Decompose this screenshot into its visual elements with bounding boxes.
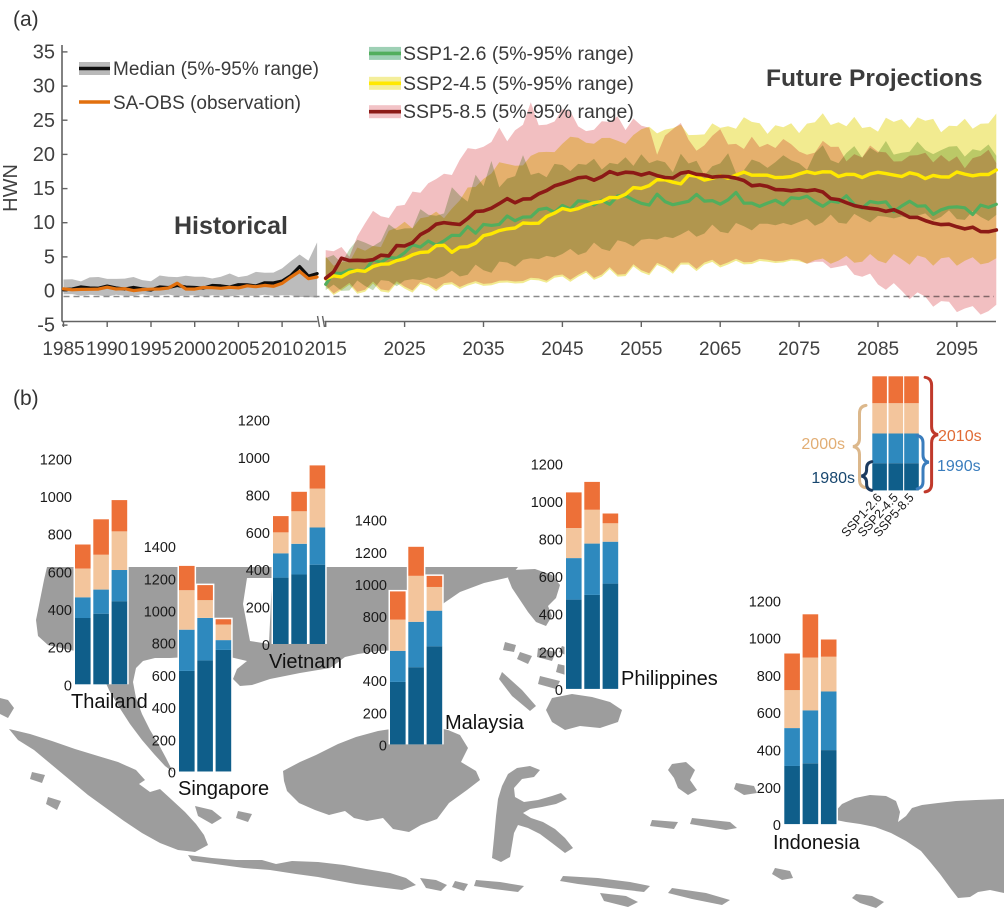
svg-text:5: 5: [44, 246, 55, 268]
svg-text:2010s: 2010s: [938, 428, 982, 445]
svg-text:400: 400: [48, 603, 72, 619]
svg-text:1200: 1200: [144, 572, 176, 588]
svg-text:800: 800: [48, 528, 72, 544]
svg-text:SSP1-2.6 (5%-95% range): SSP1-2.6 (5%-95% range): [403, 43, 634, 65]
svg-text:1400: 1400: [355, 514, 387, 530]
svg-text:400: 400: [539, 608, 563, 624]
svg-text:1400: 1400: [144, 540, 176, 556]
svg-text:0: 0: [555, 683, 563, 699]
svg-text:1990s: 1990s: [937, 458, 981, 475]
svg-text:800: 800: [363, 610, 387, 626]
svg-text:1200: 1200: [238, 414, 270, 430]
svg-text:200: 200: [757, 781, 781, 797]
svg-text:2075: 2075: [778, 339, 820, 360]
svg-text:400: 400: [757, 744, 781, 760]
svg-text:Thailand: Thailand: [71, 691, 148, 713]
svg-text:SA-OBS (observation): SA-OBS (observation): [113, 93, 301, 114]
svg-text:0: 0: [44, 281, 55, 303]
svg-text:1000: 1000: [238, 451, 270, 467]
svg-text:HWN: HWN: [0, 164, 22, 212]
svg-text:2005: 2005: [217, 339, 259, 360]
svg-text:200: 200: [246, 601, 270, 617]
svg-text:-5: -5: [37, 315, 55, 337]
svg-text:200: 200: [539, 645, 563, 661]
svg-text:0: 0: [168, 766, 176, 782]
svg-text:SSP2-4.5 (5%-95% range): SSP2-4.5 (5%-95% range): [403, 73, 634, 95]
svg-text:800: 800: [246, 488, 270, 504]
svg-text:Historical: Historical: [174, 212, 288, 240]
svg-text:0: 0: [64, 678, 72, 694]
svg-text:1980s: 1980s: [811, 470, 855, 487]
svg-text:1000: 1000: [531, 495, 563, 511]
svg-text:Median (5%-95% range): Median (5%-95% range): [113, 59, 319, 80]
svg-text:1200: 1200: [355, 546, 387, 562]
svg-text:SSP5-8.5 (5%-95% range): SSP5-8.5 (5%-95% range): [403, 101, 634, 123]
svg-text:2000: 2000: [174, 339, 216, 360]
svg-text:1200: 1200: [40, 452, 72, 468]
svg-text:2000s: 2000s: [801, 436, 845, 453]
svg-text:2035: 2035: [462, 339, 504, 360]
svg-text:2095: 2095: [936, 339, 978, 360]
svg-text:200: 200: [152, 733, 176, 749]
svg-text:600: 600: [757, 706, 781, 722]
svg-text:Indonesia: Indonesia: [773, 832, 861, 854]
svg-text:600: 600: [539, 570, 563, 586]
svg-text:Vietnam: Vietnam: [269, 651, 342, 673]
svg-text:600: 600: [246, 526, 270, 542]
svg-text:30: 30: [33, 76, 55, 98]
svg-text:1200: 1200: [749, 594, 781, 610]
svg-text:1985: 1985: [42, 339, 84, 360]
svg-text:0: 0: [262, 638, 270, 654]
svg-text:400: 400: [363, 674, 387, 690]
svg-text:(b): (b): [13, 387, 39, 410]
svg-text:2055: 2055: [620, 339, 662, 360]
svg-text:400: 400: [152, 701, 176, 717]
svg-text:200: 200: [363, 706, 387, 722]
svg-text:2065: 2065: [699, 339, 741, 360]
svg-text:Malaysia: Malaysia: [445, 712, 525, 734]
svg-text:2025: 2025: [383, 339, 425, 360]
svg-text:0: 0: [773, 818, 781, 834]
svg-text:1990: 1990: [86, 339, 128, 360]
svg-text:1200: 1200: [531, 457, 563, 473]
svg-text:800: 800: [539, 533, 563, 549]
svg-text:Singapore: Singapore: [178, 778, 269, 800]
svg-text:Future Projections: Future Projections: [766, 65, 982, 92]
svg-text:1000: 1000: [355, 578, 387, 594]
svg-text:25: 25: [33, 110, 55, 132]
svg-text:Philippines: Philippines: [621, 668, 718, 690]
svg-text:15: 15: [33, 178, 55, 200]
svg-text:(a): (a): [13, 8, 39, 31]
svg-text:2085: 2085: [857, 339, 899, 360]
svg-text:800: 800: [152, 637, 176, 653]
svg-text:35: 35: [33, 41, 55, 63]
svg-text:600: 600: [48, 565, 72, 581]
svg-text:200: 200: [48, 641, 72, 657]
svg-text:0: 0: [379, 738, 387, 754]
svg-text:2045: 2045: [541, 339, 583, 360]
svg-text:1000: 1000: [749, 632, 781, 648]
svg-text:600: 600: [152, 669, 176, 685]
svg-text:800: 800: [757, 669, 781, 685]
svg-text:1000: 1000: [40, 490, 72, 506]
svg-text:2010: 2010: [261, 339, 303, 360]
svg-text:2015: 2015: [305, 339, 347, 360]
svg-text:10: 10: [33, 212, 55, 234]
svg-text:1995: 1995: [130, 339, 172, 360]
svg-text:20: 20: [33, 144, 55, 166]
svg-text:1000: 1000: [144, 605, 176, 621]
svg-text:600: 600: [363, 642, 387, 658]
svg-text:400: 400: [246, 563, 270, 579]
